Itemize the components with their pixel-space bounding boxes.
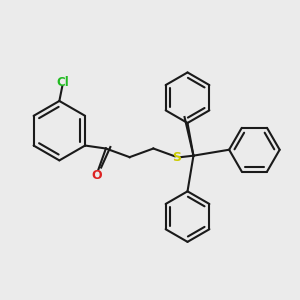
Text: Cl: Cl [56, 76, 69, 89]
Text: O: O [91, 169, 102, 182]
Text: S: S [172, 151, 182, 164]
